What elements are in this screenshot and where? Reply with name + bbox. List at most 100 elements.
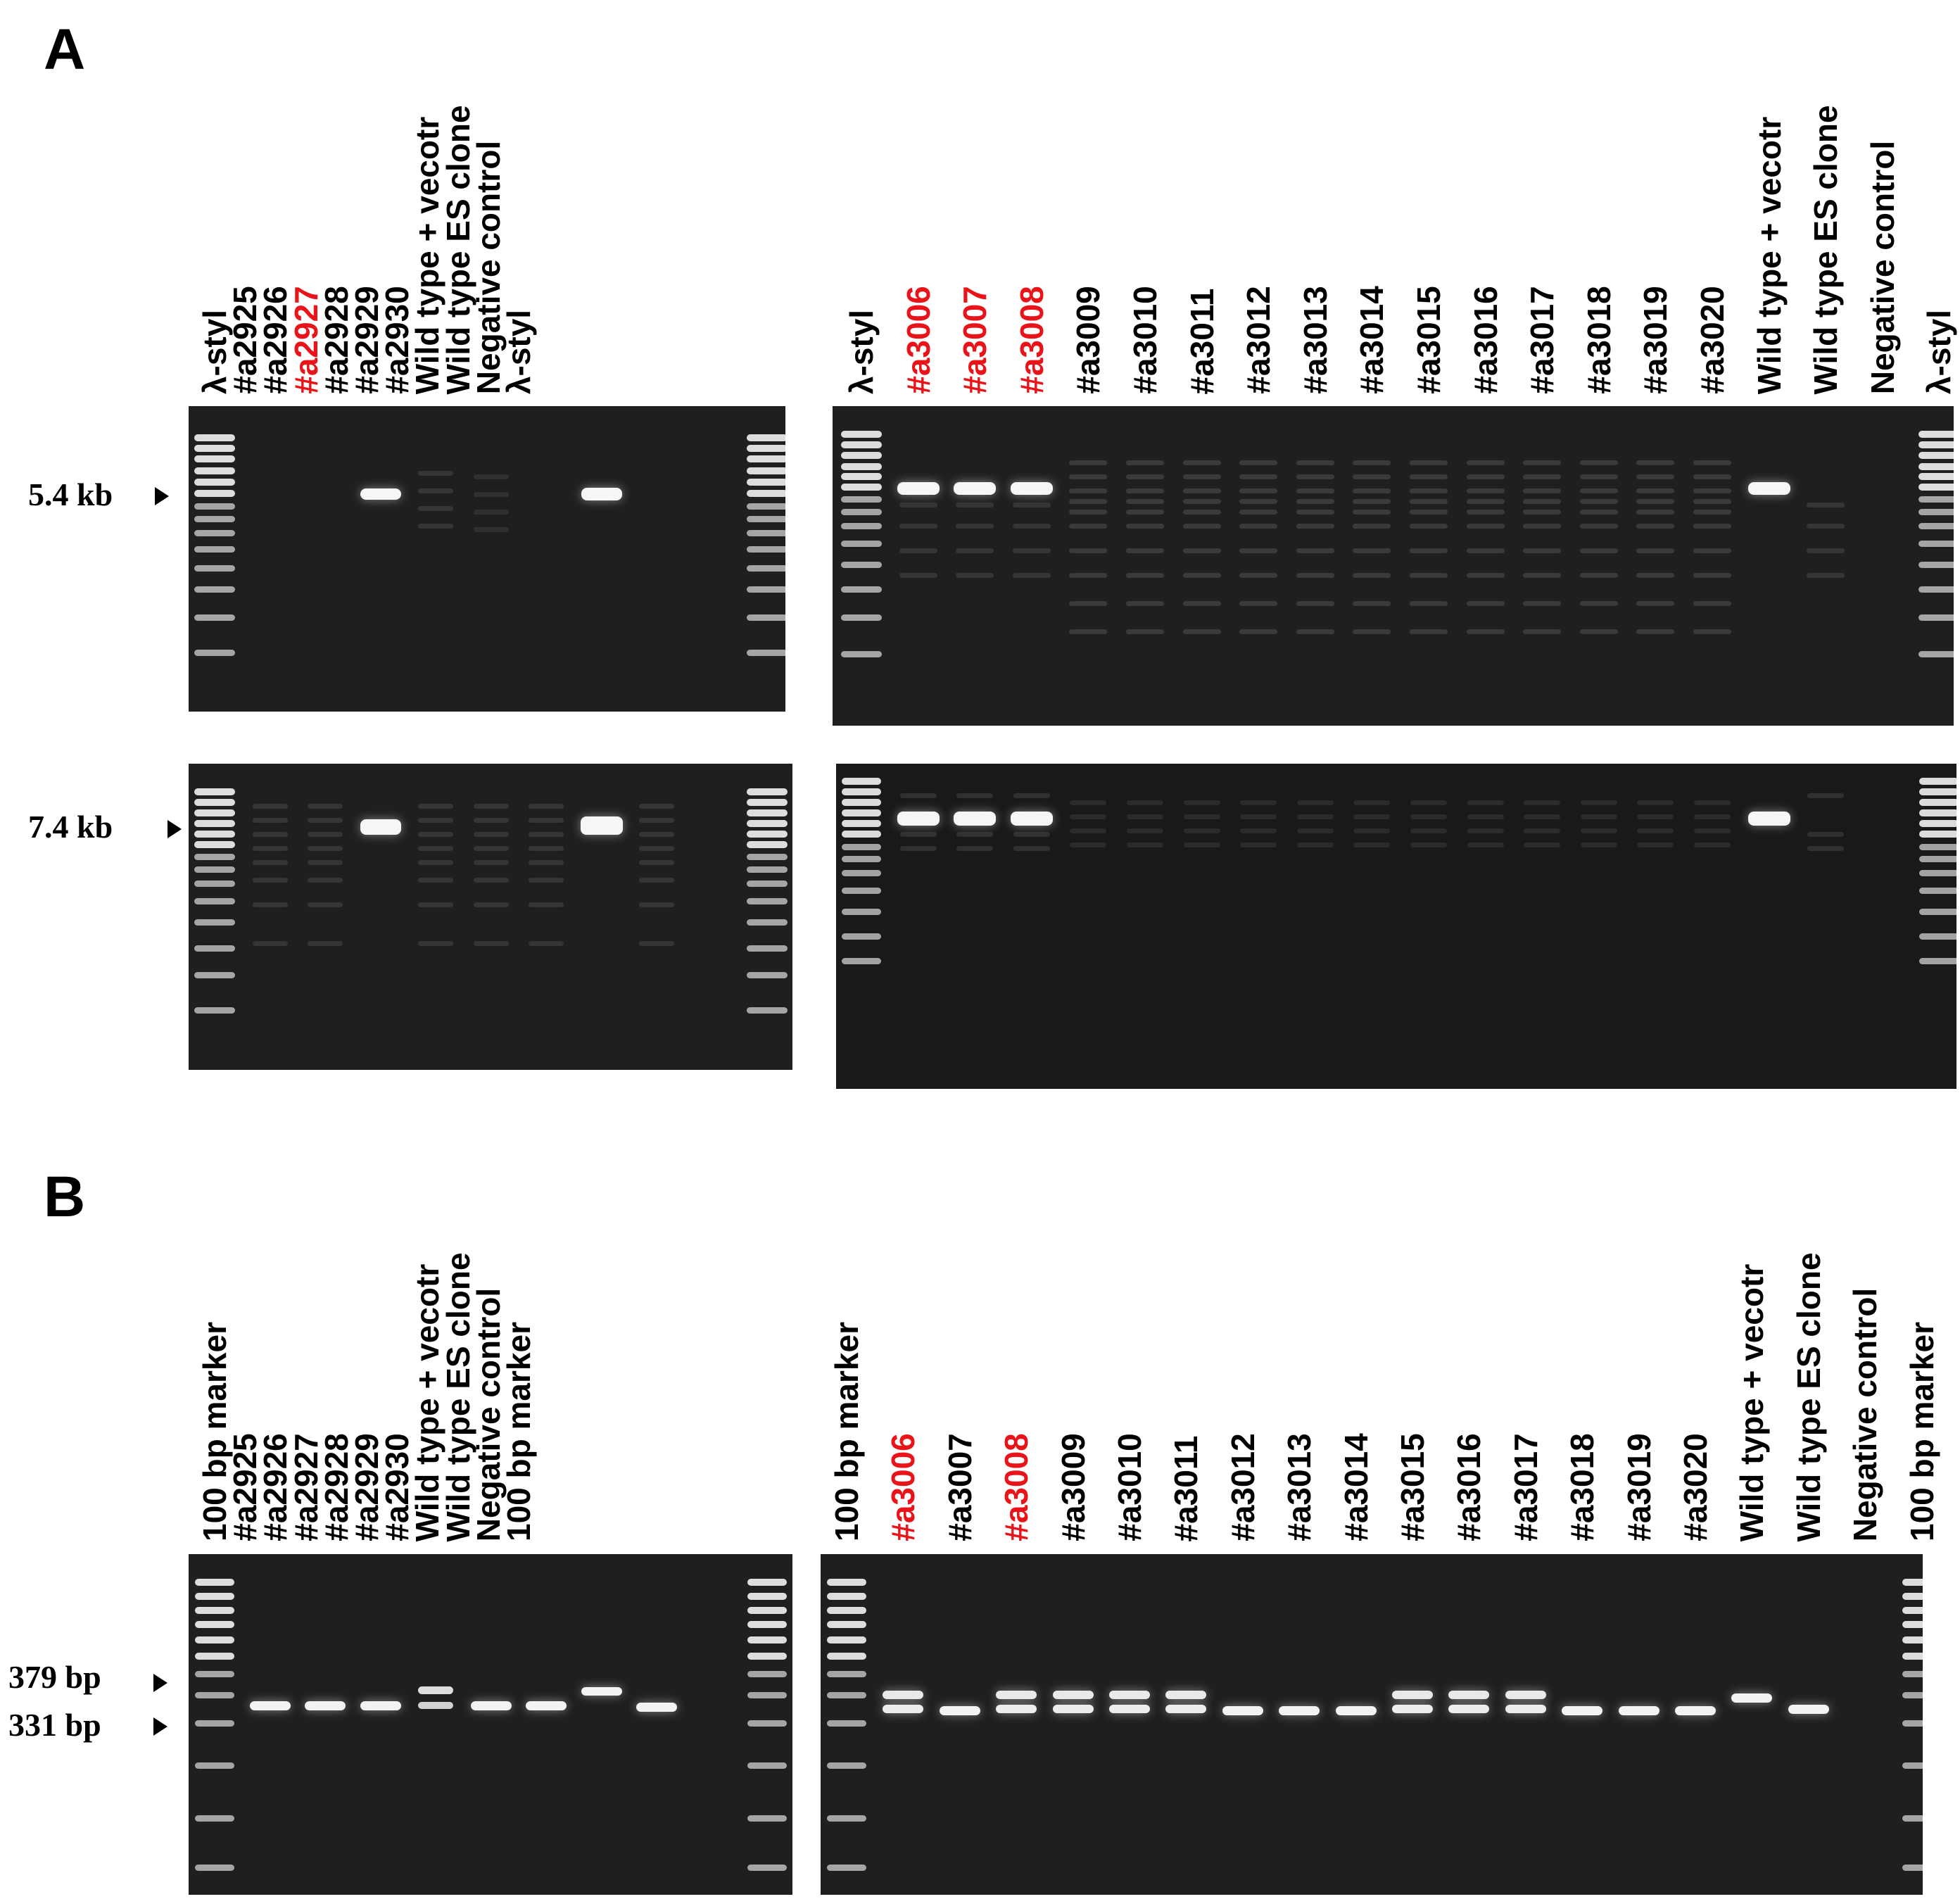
smear-band [899, 523, 937, 529]
smear-band [1182, 498, 1221, 504]
smear-band [1126, 460, 1164, 465]
target-band-7-4kb [1747, 812, 1790, 826]
smear-band [1296, 474, 1334, 479]
ladder-band [747, 1670, 787, 1677]
ladder-band [194, 799, 235, 806]
smear-band [1069, 600, 1108, 606]
smear-band [1523, 488, 1562, 493]
ladder-band [747, 445, 785, 452]
ladder-band [747, 564, 785, 572]
smear-band [1296, 460, 1334, 465]
size-label-5-4kb: 5.4 kb [28, 477, 113, 512]
ladder-band [747, 1607, 787, 1614]
ladder-band [195, 1593, 234, 1600]
ladder-band [194, 455, 235, 462]
target-band-5-4kb [897, 482, 940, 495]
smear-band [1524, 842, 1561, 847]
lane-label: #a2927 [287, 286, 324, 394]
smear-band [529, 859, 564, 865]
smear-band [1693, 572, 1731, 578]
smear-band [1523, 572, 1562, 578]
smear-band [1296, 488, 1334, 493]
smear-band [1410, 600, 1448, 606]
smear-band [529, 902, 564, 907]
ladder-band [1902, 1593, 1923, 1600]
smear-band [418, 940, 453, 946]
smear-band [1240, 800, 1277, 805]
smear-band [1580, 842, 1617, 847]
smear-band [1353, 474, 1391, 479]
lane-label: #a3011 [1183, 288, 1220, 394]
lane-label: #a3010 [1127, 286, 1163, 394]
ladder-band [1918, 561, 1954, 568]
smear-band [252, 817, 288, 823]
ladder-band [1919, 799, 1956, 806]
ladder-band [1919, 887, 1956, 894]
smear-band [308, 817, 343, 823]
ladder-band [747, 853, 788, 860]
smear-band [1126, 523, 1164, 529]
smear-band [1410, 814, 1447, 819]
ladder-band [1902, 1636, 1923, 1644]
smear-band [1296, 814, 1334, 819]
smear-band [308, 831, 343, 837]
band-331bp [1505, 1705, 1546, 1713]
smear-band [1182, 600, 1221, 606]
ladder-band [841, 540, 882, 547]
smear-band [1410, 548, 1448, 553]
lane-label: #a3015 [1394, 1433, 1431, 1541]
smear-band [1239, 460, 1278, 465]
ladder-band [194, 445, 235, 452]
ladder-band [194, 515, 235, 522]
lane-label: #a3017 [1507, 1433, 1544, 1541]
band-331bp [305, 1701, 346, 1710]
lane-label: #a3019 [1620, 1433, 1657, 1541]
band-331bp [360, 1701, 401, 1710]
smear-band [473, 526, 509, 532]
ladder-band [1902, 1815, 1923, 1822]
smear-band [1127, 814, 1163, 819]
band-331bp [1448, 1705, 1490, 1713]
arrow-5-4kb-icon [155, 487, 169, 505]
smear-band [1636, 474, 1675, 479]
smear-band [1466, 509, 1505, 515]
smear-band [1069, 474, 1108, 479]
smear-band [1012, 548, 1051, 553]
smear-band [308, 859, 343, 865]
ladder-band [842, 799, 881, 806]
smear-band [1636, 460, 1675, 465]
smear-band [1182, 629, 1221, 634]
smear-band [1637, 828, 1674, 833]
panel-b-letter: B [44, 1165, 86, 1229]
ladder-band [194, 880, 235, 887]
smear-band [639, 817, 674, 823]
smear-band [1353, 572, 1391, 578]
smear-band [1467, 800, 1504, 805]
ladder-band [1902, 1607, 1923, 1614]
ladder-band [842, 957, 881, 964]
ladder-band [841, 496, 882, 503]
band-379bp [1448, 1691, 1490, 1699]
ladder-band [194, 866, 235, 873]
smear-band [418, 845, 453, 851]
smear-band [1524, 800, 1561, 805]
band-331bp [996, 1705, 1037, 1713]
ladder-band [747, 467, 785, 474]
band-331bp [418, 1702, 453, 1709]
arrow-379bp-icon [153, 1674, 167, 1692]
ladder-band [1919, 855, 1956, 862]
smear-band [1693, 498, 1731, 504]
smear-band [1296, 800, 1334, 805]
ladder-band [195, 1691, 234, 1698]
smear-band [473, 877, 509, 883]
band-379bp [1392, 1691, 1433, 1699]
smear-band [1182, 548, 1221, 553]
smear-band [1523, 600, 1562, 606]
smear-band [1126, 629, 1164, 634]
smear-band [1012, 523, 1051, 529]
smear-band [1353, 629, 1391, 634]
smear-band [1410, 523, 1448, 529]
ladder-band [747, 1593, 787, 1600]
gel-b-right [821, 1554, 1923, 1895]
smear-band [899, 845, 937, 851]
